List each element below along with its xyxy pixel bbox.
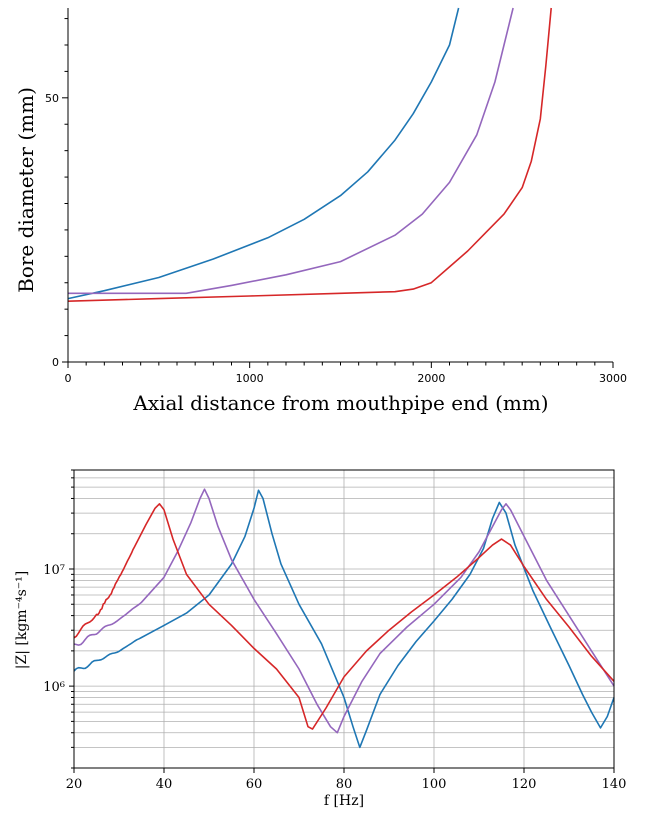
bore-y-tick-label: 0 — [52, 356, 59, 369]
bore-profile-axes: 0 1000 2000 3000 0 50 — [45, 8, 627, 385]
impedance-ylabel: |Z| [kgm⁻⁴s⁻¹] — [14, 571, 30, 669]
impedance-series-1 — [73, 488, 615, 734]
impedance-grid — [73, 469, 615, 769]
impedance-chart: 20 40 60 80 100 120 140 10⁶ 10⁷ f [Hz] |Z| [kgm⁻… — [14, 469, 627, 809]
impedance-x-tick-label: 40 — [156, 777, 173, 792]
bore-series-0 — [67, 7, 460, 300]
impedance-xlabel: f [Hz] — [324, 793, 364, 809]
impedance-axes: 20 40 60 80 100 120 140 10⁶ 10⁷ — [43, 469, 627, 792]
impedance-x-tick-label: 100 — [422, 777, 447, 792]
impedance-series-0 — [73, 489, 615, 749]
bore-x-tick-label: 0 — [65, 372, 72, 385]
bore-profile-chart: 0 1000 2000 3000 0 50 Axial distance from mou… — [14, 7, 627, 415]
impedance-x-tick-label: 60 — [246, 777, 263, 792]
impedance-x-tick-label: 20 — [66, 777, 83, 792]
impedance-series-2 — [73, 503, 615, 730]
impedance-plot-area — [73, 488, 615, 749]
impedance-x-tick-label: 120 — [512, 777, 537, 792]
bore-y-tick-label: 50 — [45, 92, 59, 105]
bore-x-tick-label: 3000 — [599, 372, 627, 385]
bore-series-1 — [68, 7, 514, 295]
bore-x-tick-label: 1000 — [236, 372, 264, 385]
impedance-y-tick-label: 10⁶ — [43, 680, 65, 695]
impedance-x-tick-label: 140 — [602, 777, 627, 792]
bore-profile-plot-area — [67, 7, 552, 302]
impedance-y-tick-label: 10⁷ — [43, 563, 65, 578]
bore-profile-ylabel: Bore diameter (mm) — [14, 87, 38, 293]
bore-series-2 — [67, 7, 552, 302]
bore-x-tick-label: 2000 — [417, 372, 445, 385]
bore-profile-xlabel: Axial distance from mouthpipe end (mm) — [132, 391, 548, 415]
impedance-x-tick-label: 80 — [336, 777, 353, 792]
